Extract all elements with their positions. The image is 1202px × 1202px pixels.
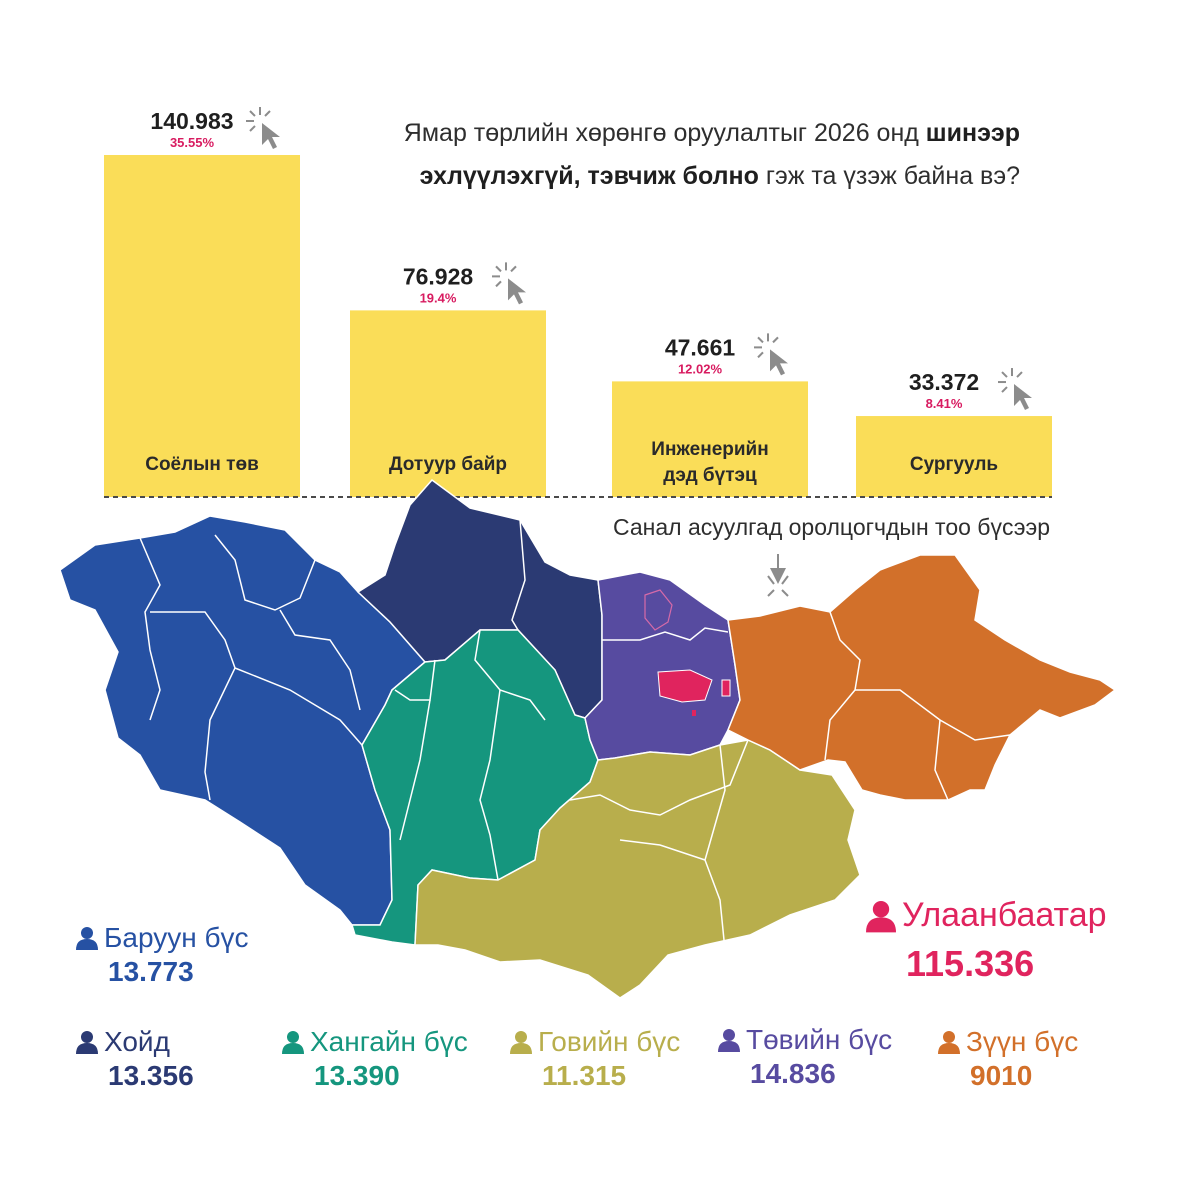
percent-label-2: 12.02% [678,361,723,376]
category-label-2: Инженерийн дэд бүтэц [651,439,768,486]
value-label-3: 33.372 [909,369,979,395]
region-label-khangai: Хангайн бүс 13.390 [282,1026,468,1092]
region-label-east: Зүүн бүс 9010 [938,1026,1078,1092]
value-label-0: 140.983 [150,108,233,134]
region-label-central: Төвийн бүс 14.836 [718,1024,892,1090]
region-count-central: 14.836 [750,1058,836,1089]
capital-area-outline [644,589,673,631]
region-label-gobi: Говийн бүс 11.315 [510,1026,680,1092]
bar-3 [856,416,1052,497]
percent-label-1: 19.4% [420,290,457,305]
question-line1-bold: шинээр [925,119,1020,147]
region-name-gobi: Говийн бүс [538,1026,681,1057]
person-icon [938,1031,960,1054]
map-region-east [727,554,1117,801]
map-region-west [59,515,427,926]
percent-label-3: 8.41% [926,396,963,411]
region-count-north: 13.356 [108,1060,194,1091]
value-label-1: 76.928 [403,263,474,289]
region-count-khangai: 13.390 [314,1060,400,1091]
ulaanbaatar-satellite-2 [692,710,696,716]
question-line2-bold: эхлүүлэхгүй, тэвчиж болно [419,162,759,190]
person-icon [866,900,896,932]
bar-1 [350,310,546,497]
person-icon [510,1031,532,1054]
region-count-west: 13.773 [108,956,194,987]
value-label-2: 47.661 [665,334,736,360]
region-name-ulaanbaatar: Улаанбаатар [902,896,1107,934]
bar-2 [612,381,808,497]
region-label-north: Хойд 13.356 [76,1026,194,1092]
region-count-east: 9010 [970,1060,1033,1091]
map-region-central [584,571,741,761]
ulaanbaatar-marker [657,669,713,703]
region-label-ulaanbaatar: Улаанбаатар 115.336 [866,896,1107,985]
category-label-1: Дотуур байр [389,454,507,475]
person-icon [718,1029,740,1052]
category-label-3: Сургууль [910,454,998,475]
survey-question: Ямар төрлийн хөрөнгө оруулалтыг 2026 онд… [330,112,1020,198]
cursor-click-icon-3 [998,368,1032,411]
category-label-0: Соёлын төв [145,454,259,475]
region-name-east: Зүүн бүс [966,1026,1079,1057]
map-caption: Санал асуулгад оролцогчдын тоо бүсээр [612,514,1050,540]
cursor-click-icon-0 [246,107,280,149]
question-line2-text: гэж та үзэж байна вэ? [758,162,1020,190]
percent-label-0: 35.55% [170,135,215,150]
province-borders [139,519,1011,951]
ulaanbaatar-satellite [721,679,731,697]
down-arrow-icon [767,554,789,597]
cursor-click-icon-1 [492,262,526,305]
region-name-west: Баруун бүс [104,922,249,953]
region-name-north: Хойд [104,1026,170,1057]
person-icon [76,927,98,950]
person-icon [282,1031,304,1054]
region-label-west: Баруун бүс 13.773 [76,922,248,988]
bar-0 [104,155,300,497]
region-name-khangai: Хангайн бүс [310,1026,468,1057]
region-name-central: Төвийн бүс [746,1024,893,1055]
question-line1-text: Ямар төрлийн хөрөнгө оруулалтыг 2026 онд [403,119,926,147]
person-icon [76,1031,98,1054]
region-count-gobi: 11.315 [542,1060,627,1091]
region-count-ulaanbaatar: 115.336 [906,943,1035,984]
cursor-click-icon-2 [754,333,788,376]
mongolia-map [59,478,1117,999]
